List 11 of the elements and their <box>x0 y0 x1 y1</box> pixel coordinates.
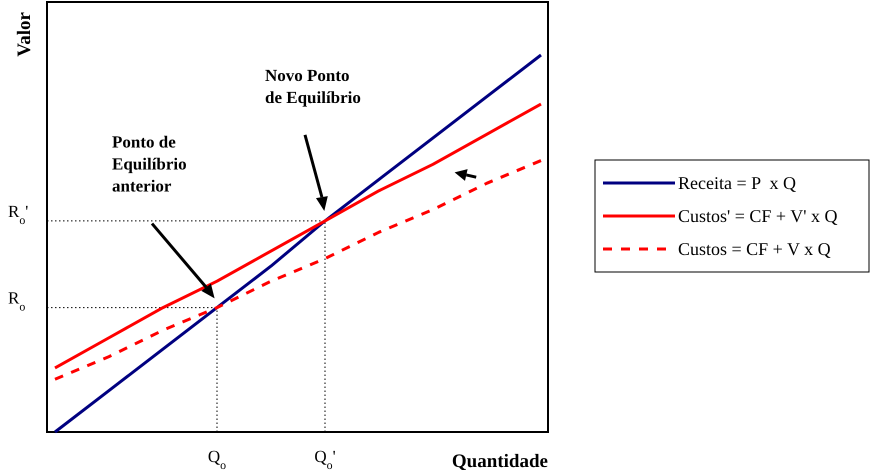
annotation: Ponto de Equilíbrio anterior <box>112 132 187 196</box>
legend-label: Custos' = CF + V' x Q <box>678 206 838 226</box>
x-tick-label: Q$_{o}$' <box>314 447 336 470</box>
legend-label: Custos = CF + V x Q <box>678 239 831 259</box>
ref-line-label: R$_{o}$ <box>8 288 26 314</box>
x-tick-label: Q$_{o}$ <box>208 447 226 470</box>
x-axis-title: Quantidade <box>452 451 548 470</box>
annotation: Novo Ponto de Equilíbrio <box>265 66 361 107</box>
y-axis-title: Valor <box>14 11 35 57</box>
ref-line-label: R$_{o}$' <box>8 202 28 227</box>
legend-label: Receita = P x Q <box>678 173 796 193</box>
